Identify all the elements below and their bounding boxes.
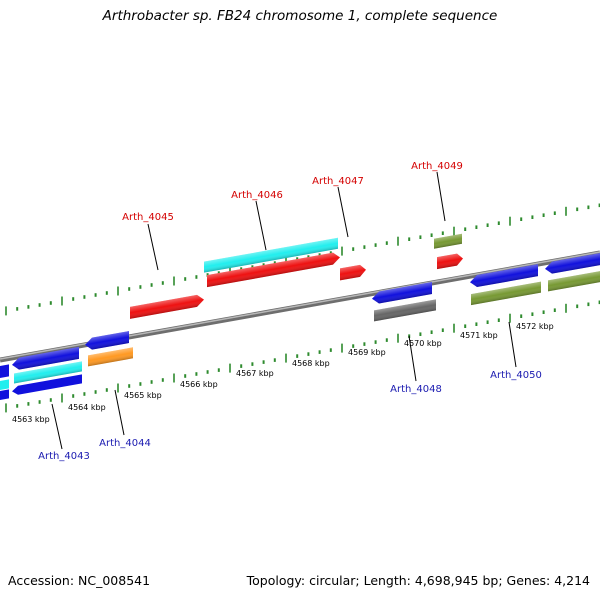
gene-arth-4043[interactable] — [12, 346, 82, 395]
gene-arth-4049-cds[interactable] — [434, 233, 462, 249]
kbp-label: 4563 kbp — [12, 415, 50, 424]
accession-text: Accession: NC_008541 — [8, 573, 151, 588]
gene-arth-4048[interactable] — [372, 281, 436, 322]
gene-arth-4044[interactable] — [85, 330, 133, 367]
gene-label-arth-4043[interactable]: Arth_4043 — [38, 451, 90, 462]
kbp-label: 4564 kbp — [68, 403, 106, 412]
map-title: Arthrobacter sp. FB24 chromosome 1, comp… — [102, 8, 498, 24]
kbp-label: 4572 kbp — [516, 322, 554, 331]
gene-arth-4045[interactable] — [130, 294, 204, 319]
gene-arth-4042[interactable] — [0, 364, 9, 400]
label-leaders — [51, 171, 517, 450]
kbp-labels: 4563 kbp 4564 kbp 4565 kbp 4566 kbp 4567… — [12, 322, 554, 424]
gene-arth-4046[interactable] — [207, 251, 340, 288]
gene-label-arth-4048[interactable]: Arth_4048 — [390, 384, 442, 395]
gene-labels: Arth_4045 Arth_4046 Arth_4047 Arth_4049 … — [38, 161, 542, 462]
kbp-label: 4570 kbp — [404, 339, 442, 348]
kbp-label: 4569 kbp — [348, 348, 386, 357]
gene-arth-4049[interactable] — [437, 253, 463, 270]
lower-tick-track — [5, 300, 600, 413]
gene-label-arth-4045[interactable]: Arth_4045 — [122, 212, 174, 223]
gene-label-arth-4046[interactable]: Arth_4046 — [231, 190, 283, 201]
gene-arth-4051[interactable] — [545, 253, 600, 292]
gene-label-arth-4047[interactable]: Arth_4047 — [312, 176, 364, 187]
gene-features — [0, 233, 600, 400]
kbp-label: 4566 kbp — [180, 380, 218, 389]
kbp-label: 4571 kbp — [460, 331, 498, 340]
kbp-label: 4567 kbp — [236, 369, 274, 378]
gene-label-arth-4044[interactable]: Arth_4044 — [99, 438, 151, 449]
kbp-label: 4568 kbp — [292, 359, 330, 368]
gene-arth-4047[interactable] — [340, 264, 366, 281]
gene-label-arth-4050[interactable]: Arth_4050 — [490, 370, 542, 381]
kbp-label: 4565 kbp — [124, 391, 162, 400]
gene-label-arth-4049[interactable]: Arth_4049 — [411, 161, 463, 172]
gene-arth-4050[interactable] — [470, 264, 541, 306]
topology-summary: Topology: circular; Length: 4,698,945 bp… — [246, 573, 590, 588]
gene-arth-4046-cds[interactable] — [204, 237, 338, 273]
